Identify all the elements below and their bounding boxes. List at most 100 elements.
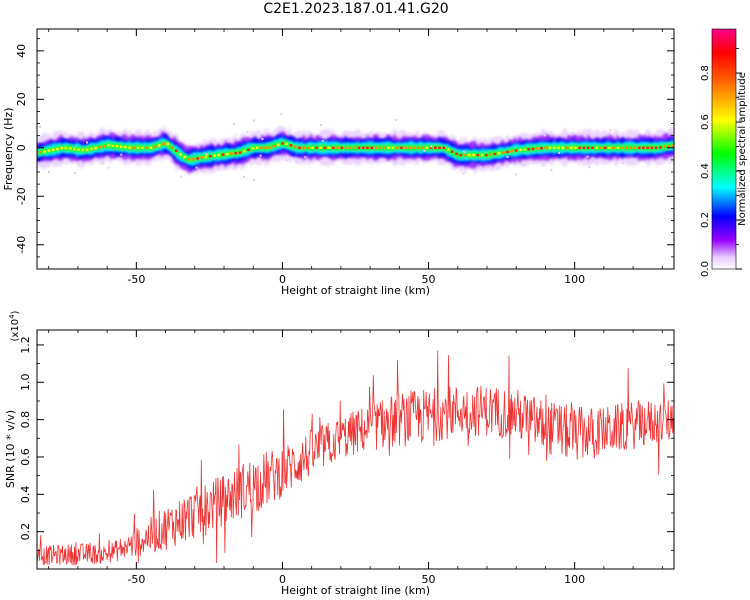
spectrogram-speckle-24 [395, 119, 398, 121]
spectrogram-core-110 [506, 150, 509, 154]
snr-frame [36, 329, 675, 570]
colorbar-tick-label-4: 0.8 [700, 65, 711, 81]
spec-xlabel: Height of straight line (km) [281, 284, 430, 297]
spectrogram-core-143 [646, 146, 649, 149]
spectrogram-core-34 [183, 155, 187, 159]
spectrogram-core-135 [612, 146, 615, 149]
spectrogram-core-76 [361, 146, 365, 149]
spectrogram-core-30 [166, 142, 170, 145]
spectrogram-core-35 [187, 158, 191, 161]
colorbar-tick-label-1: 0.2 [700, 212, 711, 228]
colorbar-label: Normalized spectral amplitude [737, 72, 748, 226]
spectrogram-core-70 [336, 146, 339, 149]
snr-xtick-label-3: 100 [564, 573, 585, 586]
spectrogram-core-134 [608, 146, 611, 149]
spectrogram-core-149 [671, 144, 674, 147]
spectrogram-core-20 [124, 145, 127, 149]
spectrogram-core-99 [459, 153, 463, 157]
spectrogram-axes: -50 0 50 100 Height of straight line (km) -40… [2, 29, 674, 297]
spectrogram-core-38 [200, 156, 204, 159]
spec-ytick-label-0: -40 [15, 236, 28, 254]
spectrogram-core-148 [667, 145, 671, 148]
spectrogram-core-129 [586, 146, 590, 149]
spectrogram-core-57 [281, 142, 284, 145]
snr-xtick-label-0: -50 [127, 573, 145, 586]
spectrogram-core-24 [141, 146, 144, 149]
spectrogram-core-98 [455, 152, 458, 155]
spectrogram-core-61 [298, 146, 301, 149]
spectrogram-core-72 [344, 146, 348, 149]
spectrogram-core-83 [391, 146, 395, 149]
spectrogram-core-66 [319, 146, 322, 149]
spectrogram-speckle-8 [48, 170, 50, 173]
spectrogram-core-71 [340, 146, 344, 149]
snr-line [37, 350, 674, 566]
spectrogram-core-77 [366, 146, 369, 149]
spectrogram-core-44 [226, 152, 229, 156]
colorbar-tick-label-3: 0.6 [700, 114, 711, 130]
spectrogram-speckle-6 [544, 134, 546, 137]
spectrogram-core-142 [642, 146, 645, 149]
spectrogram-core-122 [557, 146, 560, 149]
spectrogram-core-113 [519, 148, 522, 152]
spectrogram-core-1 [43, 150, 46, 153]
spectrogram-core-106 [489, 153, 492, 156]
spectrogram-speckle-17 [280, 113, 283, 116]
spectrogram-core-54 [268, 146, 271, 149]
spectrogram-speckle-16 [246, 131, 249, 134]
spectrogram-speckle-31 [588, 166, 591, 169]
spectrogram-core-48 [243, 150, 246, 153]
spectrogram-core-5 [60, 147, 63, 150]
spectrogram-core-23 [136, 146, 140, 149]
spectrogram-core-47 [238, 151, 242, 154]
spectrogram-speckle-42 [74, 171, 76, 174]
spectrogram-core-119 [544, 146, 548, 150]
spectrogram-core-86 [404, 146, 407, 149]
colorbar-frame [711, 28, 737, 270]
snr-axes: -50 0 50 100 Height of straight line (km) 0.2… [4, 310, 674, 597]
spectrogram-core-32 [175, 149, 178, 152]
spectrogram-core-13 [94, 146, 97, 150]
spectrogram-core-93 [434, 146, 437, 149]
spectrogram-core-40 [209, 155, 212, 158]
spectrogram-frame [36, 28, 675, 270]
spectrogram-core-104 [480, 153, 484, 157]
colorbar [712, 29, 736, 269]
spectrogram-speckle-18 [41, 135, 43, 138]
snr-ytick-label-0: 0.2 [19, 523, 32, 541]
spectrogram-core-108 [497, 152, 501, 155]
spectrogram-speckle-14 [621, 162, 624, 165]
spectrogram-core-147 [663, 145, 666, 148]
colorbar-tick-label-2: 0.4 [700, 163, 711, 179]
spectrogram-core-46 [234, 151, 238, 155]
spectrogram-core-138 [625, 146, 628, 149]
snr-xtick-label-1: 0 [279, 573, 286, 586]
spectrogram-core-52 [259, 146, 263, 149]
spec-ytick-label-2: 0 [15, 144, 28, 151]
snr-xlabel: Height of straight line (km) [281, 584, 430, 597]
spectrogram-core-25 [145, 146, 148, 149]
spectrogram-core-117 [536, 147, 539, 150]
spectrogram-core-11 [85, 148, 89, 151]
spectrogram-core-107 [493, 152, 497, 156]
spectrogram-core-6 [64, 146, 68, 150]
spectrogram-core-121 [553, 146, 556, 149]
spectrogram-speckle-20 [86, 141, 88, 144]
spectrogram-core-17 [111, 144, 114, 147]
spec-xtick-label-3: 100 [564, 273, 585, 286]
spectrogram-speckle-41 [102, 162, 105, 165]
spectrogram-speckle-4 [586, 155, 589, 158]
snr-multiplier: (x104) [8, 310, 21, 341]
spectrogram-core-49 [247, 148, 250, 151]
spectrogram-core-84 [395, 146, 399, 149]
spectrogram-core-137 [620, 146, 624, 149]
spectrogram-core-97 [451, 150, 454, 153]
spectrogram-core-41 [213, 154, 216, 157]
spectrogram-speckle-13 [195, 166, 198, 169]
spectrogram-speckle-7 [252, 179, 255, 182]
spectrogram-core-51 [255, 146, 259, 149]
spectrogram-core-36 [192, 158, 195, 161]
spectrogram-core-136 [616, 146, 620, 149]
spectrogram-core-91 [425, 146, 429, 149]
spectrogram-core-92 [429, 146, 433, 149]
